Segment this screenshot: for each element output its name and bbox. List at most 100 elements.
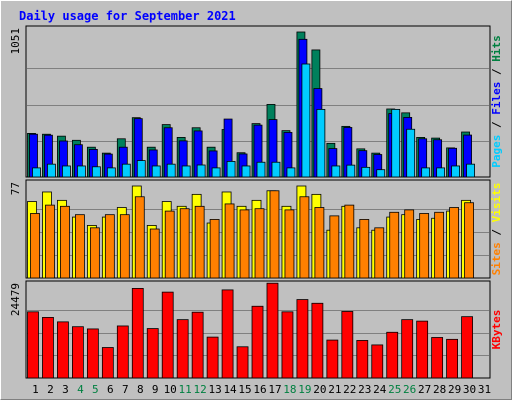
bar-pages-day-16 xyxy=(256,161,266,178)
bar-kbytes-day-29 xyxy=(446,338,458,379)
bar-sites-day-25 xyxy=(389,211,400,279)
legend-kbytes: KBytes xyxy=(490,310,503,350)
bar-sites-day-15 xyxy=(239,209,250,279)
bar-kbytes-day-20 xyxy=(311,302,324,379)
x-tick-label: 13 xyxy=(208,383,221,396)
bar-sites-day-21 xyxy=(329,215,340,279)
bar-sites-day-28 xyxy=(434,211,445,279)
bar-kbytes-day-14 xyxy=(221,289,234,379)
x-tick-label: 21 xyxy=(328,383,341,396)
bar-pages-day-17 xyxy=(271,161,281,178)
bar-kbytes-day-1 xyxy=(27,311,39,379)
legend-item-kbytes: KBytes xyxy=(490,310,503,350)
x-tick-label: 17 xyxy=(268,383,281,396)
bar-sites-day-11 xyxy=(179,208,190,279)
bar-sites-day-5 xyxy=(89,227,100,279)
bar-sites-day-26 xyxy=(404,209,415,279)
bar-sites-day-9 xyxy=(149,228,160,279)
bar-sites-day-16 xyxy=(254,208,265,279)
x-tick-label: 9 xyxy=(152,383,159,396)
x-tick-label: 31 xyxy=(478,383,491,396)
bar-sites-day-23 xyxy=(359,219,370,279)
bar-pages-day-15 xyxy=(241,165,251,178)
bar-pages-day-2 xyxy=(47,163,56,178)
legend-separator: / xyxy=(490,115,503,135)
bar-sites-day-22 xyxy=(344,204,355,279)
bar-sites-day-19 xyxy=(299,196,310,279)
bar-kbytes-day-30 xyxy=(461,316,473,379)
bar-pages-day-23 xyxy=(361,166,371,178)
bar-sites-day-4 xyxy=(75,214,85,279)
bar-sites-day-7 xyxy=(119,214,130,279)
legend-pages-files-hits: Pages / Files / Hits xyxy=(490,35,503,168)
x-tick-label: 30 xyxy=(463,383,476,396)
bar-kbytes-day-16 xyxy=(251,305,264,379)
x-axis-labels: 1 2 3 4 5 6 7 8 9 10 11 12 13 14 15 16 17 18 19 20 21 22 23 24 2… xyxy=(32,383,491,396)
bar-sites-day-6 xyxy=(104,214,115,279)
x-tick-label: 18 xyxy=(283,383,296,396)
legend-item-files: Files xyxy=(490,82,503,115)
bar-pages-day-27 xyxy=(421,167,431,178)
x-tick-label: 15 xyxy=(238,383,251,396)
bar-pages-day-20 xyxy=(316,108,326,178)
bar-pages-day-10 xyxy=(166,163,176,178)
bar-sites-day-2 xyxy=(45,204,55,279)
chart-title: Daily usage for September 2021 xyxy=(19,9,236,23)
panel-sites-visits: 77 Sites / Visits xyxy=(9,179,503,279)
x-tick-label: 25 xyxy=(388,383,401,396)
bar-sites-day-20 xyxy=(314,207,325,279)
y-max-label: 77 xyxy=(9,182,22,195)
bar-kbytes-day-15 xyxy=(236,346,249,379)
bar-pages-day-21 xyxy=(331,165,341,178)
bar-sites-day-1 xyxy=(30,213,40,279)
bar-kbytes-day-6 xyxy=(101,347,114,379)
x-tick-label: 8 xyxy=(137,383,144,396)
bar-pages-day-11 xyxy=(181,165,191,178)
bar-kbytes-day-24 xyxy=(371,344,384,379)
bar-pages-day-7 xyxy=(121,163,131,178)
bar-sites-day-14 xyxy=(224,203,235,279)
y-max-label: 1051 xyxy=(9,28,22,55)
bar-kbytes-day-9 xyxy=(146,328,159,379)
bar-kbytes-day-28 xyxy=(431,337,444,379)
bar-kbytes-day-4 xyxy=(72,326,84,379)
bar-sites-day-12 xyxy=(194,205,205,279)
x-tick-label: 4 xyxy=(77,383,84,396)
x-tick-label: 1 xyxy=(32,383,39,396)
x-tick-label: 23 xyxy=(358,383,371,396)
x-tick-label: 3 xyxy=(62,383,69,396)
bar-kbytes-day-11 xyxy=(176,319,189,379)
bar-sites-day-27 xyxy=(419,213,430,279)
x-tick-label: 7 xyxy=(122,383,129,396)
bar-sites-day-8 xyxy=(134,196,145,279)
bar-pages-day-30 xyxy=(466,163,475,178)
bar-pages-day-25 xyxy=(391,108,401,178)
legend-item-hits: Hits xyxy=(490,35,503,62)
bar-pages-day-26 xyxy=(406,128,416,178)
bar-pages-day-12 xyxy=(196,164,206,178)
bar-kbytes-day-7 xyxy=(116,325,129,379)
bar-kbytes-day-5 xyxy=(86,328,99,379)
legend-item-visits: Visits xyxy=(490,183,503,223)
bar-kbytes-day-13 xyxy=(206,336,219,379)
x-tick-label: 28 xyxy=(433,383,446,396)
x-tick-label: 20 xyxy=(313,383,326,396)
bar-kbytes-day-21 xyxy=(326,339,339,379)
bar-pages-day-5 xyxy=(91,166,101,178)
x-tick-label: 12 xyxy=(194,383,207,396)
bar-kbytes-day-22 xyxy=(341,311,354,379)
x-tick-label: 19 xyxy=(298,383,311,396)
x-tick-label: 11 xyxy=(179,383,192,396)
bar-pages-day-22 xyxy=(346,164,356,178)
bar-kbytes-day-8 xyxy=(131,288,144,379)
bar-sites-day-10 xyxy=(164,210,175,279)
bar-pages-day-8 xyxy=(136,160,146,178)
y-max-label: 24479 xyxy=(9,283,22,316)
panel-kbytes: 24479 KBytes xyxy=(9,280,503,379)
bar-pages-day-24 xyxy=(376,169,386,178)
bar-pages-day-19 xyxy=(301,63,311,178)
bar-sites-day-30 xyxy=(464,202,474,279)
bar-sites-day-29 xyxy=(449,207,459,279)
